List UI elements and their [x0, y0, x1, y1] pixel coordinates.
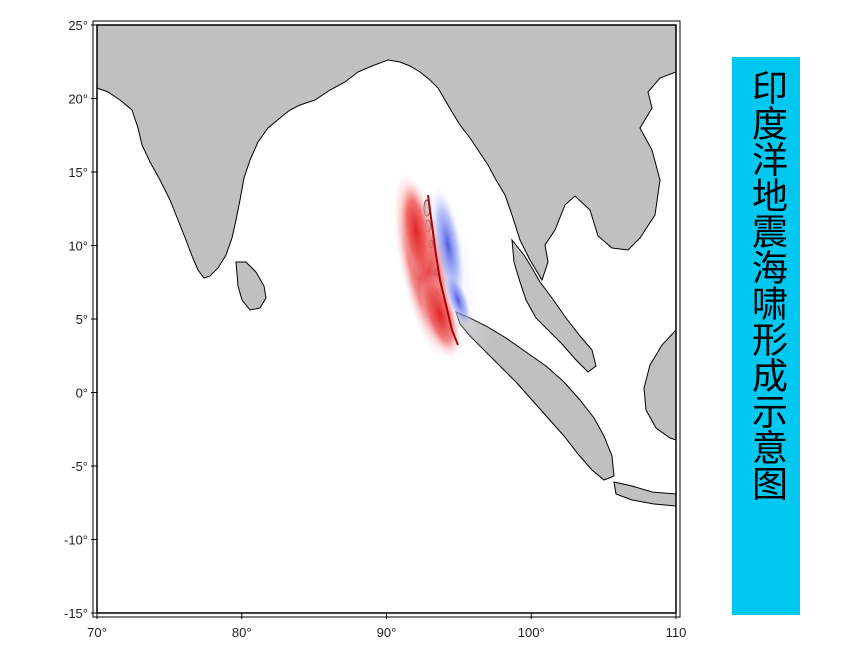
x-tick-label: 110: [666, 625, 687, 640]
y-tick-label: -10°: [64, 533, 88, 548]
x-tick-label: 90°: [377, 625, 397, 640]
land-java: [613, 481, 676, 507]
figure-title: 印度洋地震海啸形成示意图: [746, 69, 787, 501]
land-malay-peninsula: [511, 238, 597, 373]
title-box: 印度洋地震海啸形成示意图: [732, 57, 800, 615]
land-asia: [97, 25, 676, 282]
x-axis: 70° 80° 90° 100° 110: [87, 613, 686, 640]
y-tick-label: 5°: [76, 312, 88, 327]
land-sri-lanka: [235, 261, 267, 311]
y-tick-label: 15°: [68, 165, 88, 180]
fault-rupture-line: [427, 194, 459, 346]
y-axis: 25° 20° 15° 10° 5° 0° -5° -10° -15°: [64, 18, 97, 621]
land-borneo: [643, 329, 676, 441]
map-area: [97, 25, 676, 613]
y-tick-label: 25°: [68, 18, 88, 33]
y-tick-label: -15°: [64, 606, 88, 621]
land-sumatra: [455, 311, 615, 481]
x-tick-label: 70°: [87, 625, 107, 640]
x-tick-label: 80°: [232, 625, 252, 640]
y-tick-label: 20°: [68, 92, 88, 107]
y-tick-label: 0°: [76, 386, 88, 401]
x-tick-label: 100°: [518, 625, 545, 640]
y-tick-label: -5°: [71, 459, 88, 474]
subsidence-zone: [430, 185, 466, 305]
y-tick-label: 10°: [68, 239, 88, 254]
tsunami-displacement: [385, 162, 495, 388]
